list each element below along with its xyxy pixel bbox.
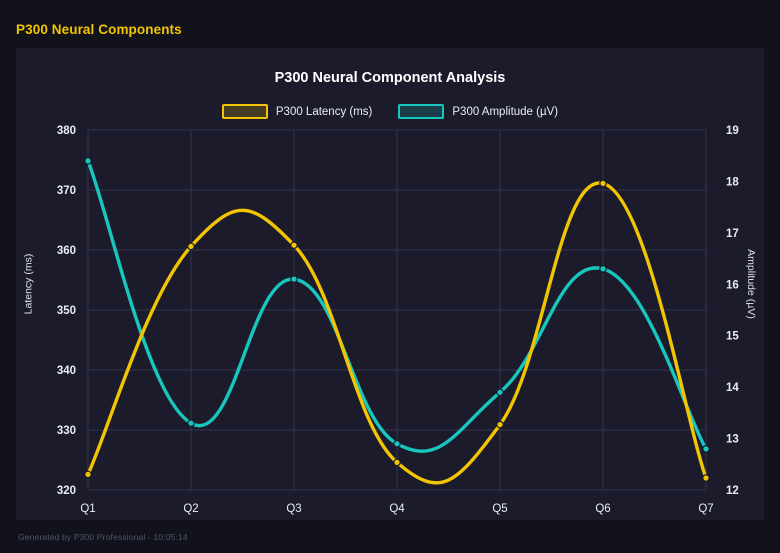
y-axis-right-tick-label: 16 — [726, 279, 739, 291]
chart-plot-area: 320 330 340 350 360 370 380 Q1 Q2 Q3 Q4 Q5 Q6 Q7 12 13 1… — [57, 125, 740, 515]
x-axis-tick-label: Q6 — [595, 503, 610, 515]
x-axis-tick-label: Q1 — [80, 503, 95, 515]
x-axis-tick-label: Q4 — [389, 503, 405, 515]
data-point-marker[interactable] — [702, 474, 710, 482]
data-point-marker[interactable] — [496, 388, 504, 397]
y-axis-left-tick-label: 360 — [57, 245, 76, 257]
legend-item-amplitude[interactable]: P300 Amplitude (µV) — [398, 104, 558, 119]
data-point-marker[interactable] — [496, 420, 504, 429]
legend-item-latency[interactable]: P300 Latency (ms) — [221, 104, 373, 119]
data-point-marker[interactable] — [187, 419, 195, 427]
y-axis-right-tick-label: 12 — [726, 485, 739, 497]
legend-swatch-latency — [221, 104, 268, 119]
x-axis-tick-label: Q2 — [183, 503, 198, 515]
data-point-marker[interactable] — [187, 242, 195, 251]
y-axis-left-title: Latency (ms) — [22, 253, 35, 315]
page-title: P300 Neural Components — [16, 22, 182, 37]
y-axis-left-tick-label: 320 — [57, 485, 76, 497]
y-axis-right-tick-label: 13 — [726, 434, 739, 446]
legend-label-latency: P300 Latency (ms) — [275, 105, 373, 118]
y-axis-right-tick-label: 14 — [726, 382, 739, 394]
data-point-marker[interactable] — [393, 458, 401, 467]
data-point-marker[interactable] — [393, 439, 401, 448]
legend-label-amplitude: P300 Amplitude (µV) — [452, 105, 559, 118]
y-axis-right-title: Amplitude (µV) — [745, 249, 758, 319]
y-axis-right-tick-label: 17 — [726, 228, 739, 240]
x-axis-tick-label: Q5 — [492, 503, 507, 515]
data-point-marker[interactable] — [599, 265, 607, 273]
chart-title: P300 Neural Component Analysis — [274, 70, 506, 86]
x-axis-tick-label: Q7 — [698, 503, 713, 515]
y-axis-left-tick-label: 350 — [57, 305, 76, 317]
y-axis-right-tick-label: 19 — [726, 125, 739, 137]
chart-panel: P300 Neural Component Analysis P300 Late… — [16, 48, 764, 520]
data-point-marker[interactable] — [290, 241, 298, 250]
y-axis-right-tick-label: 15 — [726, 331, 739, 343]
y-axis-right-tick-label: 18 — [726, 176, 739, 188]
data-point-marker[interactable] — [84, 157, 92, 165]
footer-note: Generated by P300 Professional - 10:05:1… — [18, 532, 188, 542]
data-point-marker[interactable] — [84, 470, 92, 479]
y-axis-left-tick-label: 330 — [57, 425, 76, 437]
chart-legend: P300 Latency (ms) P300 Amplitude (µV) — [16, 104, 764, 119]
y-axis-left-tick-label: 340 — [57, 365, 76, 377]
y-axis-left-tick-label: 370 — [57, 185, 76, 197]
data-point-marker[interactable] — [290, 275, 298, 283]
data-point-marker[interactable] — [702, 445, 710, 453]
legend-swatch-amplitude — [398, 104, 445, 119]
data-point-marker[interactable] — [599, 179, 607, 188]
x-axis-tick-label: Q3 — [286, 503, 301, 515]
y-axis-left-tick-label: 380 — [57, 125, 76, 137]
